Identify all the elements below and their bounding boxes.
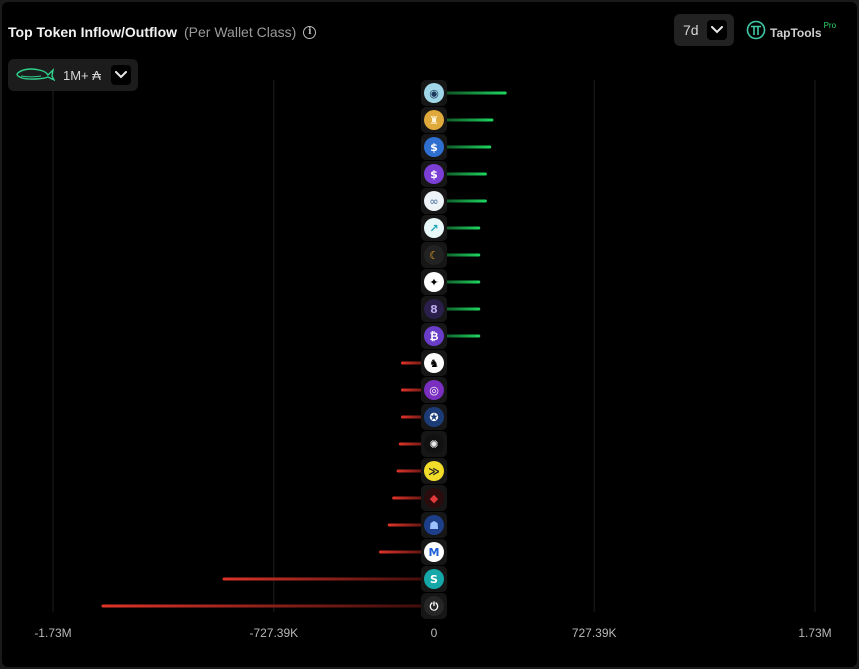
penguin-token-icon[interactable]: [424, 353, 444, 373]
red-diamond-token-glyph: ◆: [430, 492, 439, 505]
teal-swirl-token-glyph: ↗: [429, 222, 438, 235]
token-icons: ◉ ♜ $ $ ∞ ↗ ☾ ✦ 8 ₿ ♞ ◎ ✪ ✺ ≫ ◆ ☗ M S ⏻: [421, 80, 447, 619]
wolf-token-icon[interactable]: [424, 407, 444, 427]
crescent-token-icon[interactable]: [424, 245, 444, 265]
wallet-class-value: 1M+ ₳: [63, 67, 101, 83]
yellow-wing-token-icon[interactable]: [424, 461, 444, 481]
m-letter-token-icon[interactable]: [424, 542, 444, 562]
chain-token-icon[interactable]: [424, 299, 444, 319]
period-select[interactable]: 7d: [674, 14, 734, 46]
inflow-bar[interactable]: [434, 199, 487, 203]
purple-ring-token-icon[interactable]: [424, 380, 444, 400]
robot-token-icon[interactable]: [424, 83, 444, 103]
x-tick-label: -1.73M: [34, 626, 71, 640]
x-tick-label: -727.39K: [249, 626, 298, 640]
gold-figure-token-glyph: ♜: [429, 114, 439, 127]
purple-ring-token-glyph: ◎: [429, 384, 439, 397]
wallet-class-select[interactable]: 1M+ ₳: [8, 59, 138, 91]
chevron-down-icon: [707, 20, 727, 40]
yellow-wing-token-glyph: ≫: [428, 465, 440, 478]
chain-token-glyph: 8: [430, 303, 438, 316]
red-diamond-token-icon[interactable]: [424, 488, 444, 508]
x-axis-ticks: -1.73M -727.39K 0 727.39K 1.73M: [34, 626, 831, 640]
power-token-glyph: ⏻: [430, 600, 439, 613]
brand-logo[interactable]: TapTools Pro: [746, 20, 836, 45]
blue-cat-token-glyph: ☗: [429, 519, 439, 532]
robot-token-glyph: ◉: [429, 87, 439, 100]
inflow-bar[interactable]: [434, 172, 487, 176]
chart-subtitle: (Per Wallet Class): [184, 24, 297, 40]
power-token-icon[interactable]: [424, 596, 444, 616]
cloud-token-icon[interactable]: [424, 191, 444, 211]
outflow-bar[interactable]: [378, 550, 434, 554]
x-tick-label: 0: [431, 626, 438, 640]
outflow-bar[interactable]: [101, 604, 434, 608]
brand-badge: Pro: [823, 21, 837, 30]
brand-name: TapTools: [770, 25, 822, 40]
checker-token-icon[interactable]: [424, 272, 444, 292]
grid-lines: [52, 80, 816, 612]
purple-dollar-token-icon[interactable]: [424, 164, 444, 184]
blue-cat-token-icon[interactable]: [424, 515, 444, 535]
inflow-bar[interactable]: [434, 118, 494, 122]
x-tick-label: 1.73M: [798, 626, 831, 640]
inflow-bar[interactable]: [434, 145, 492, 149]
s-coin-token-icon[interactable]: [424, 569, 444, 589]
penguin-token-glyph: ♞: [429, 357, 439, 370]
usd-coin-token-icon[interactable]: [424, 137, 444, 157]
chevron-down-icon: [111, 65, 131, 85]
whale-icon: [15, 65, 56, 86]
cloud-token-glyph: ∞: [429, 195, 438, 208]
bitcoin-token-icon[interactable]: [424, 326, 444, 346]
outflow-bar[interactable]: [222, 577, 434, 581]
bitcoin-token-glyph: ₿: [430, 330, 439, 343]
teal-swirl-token-icon[interactable]: [424, 218, 444, 238]
crescent-token-glyph: ☾: [429, 249, 439, 262]
usd-coin-token-glyph: $: [430, 141, 438, 154]
chart-title: Top Token Inflow/Outflow: [8, 24, 178, 40]
sketch-token-icon[interactable]: [424, 434, 444, 454]
checker-token-glyph: ✦: [429, 276, 438, 289]
taptools-logo-icon: [746, 20, 766, 45]
wolf-token-glyph: ✪: [429, 411, 438, 424]
x-tick-label: 727.39K: [572, 626, 617, 640]
info-icon[interactable]: i: [303, 25, 317, 39]
sketch-token-glyph: ✺: [429, 438, 438, 451]
period-value: 7d: [683, 22, 699, 38]
gold-figure-token-icon[interactable]: [424, 110, 444, 130]
s-coin-token-glyph: S: [430, 573, 438, 586]
m-letter-token-glyph: M: [429, 546, 440, 559]
title-row: Top Token Inflow/Outflow (Per Wallet Cla…: [8, 21, 317, 43]
purple-dollar-token-glyph: $: [430, 168, 438, 181]
inflow-bar[interactable]: [434, 91, 507, 95]
